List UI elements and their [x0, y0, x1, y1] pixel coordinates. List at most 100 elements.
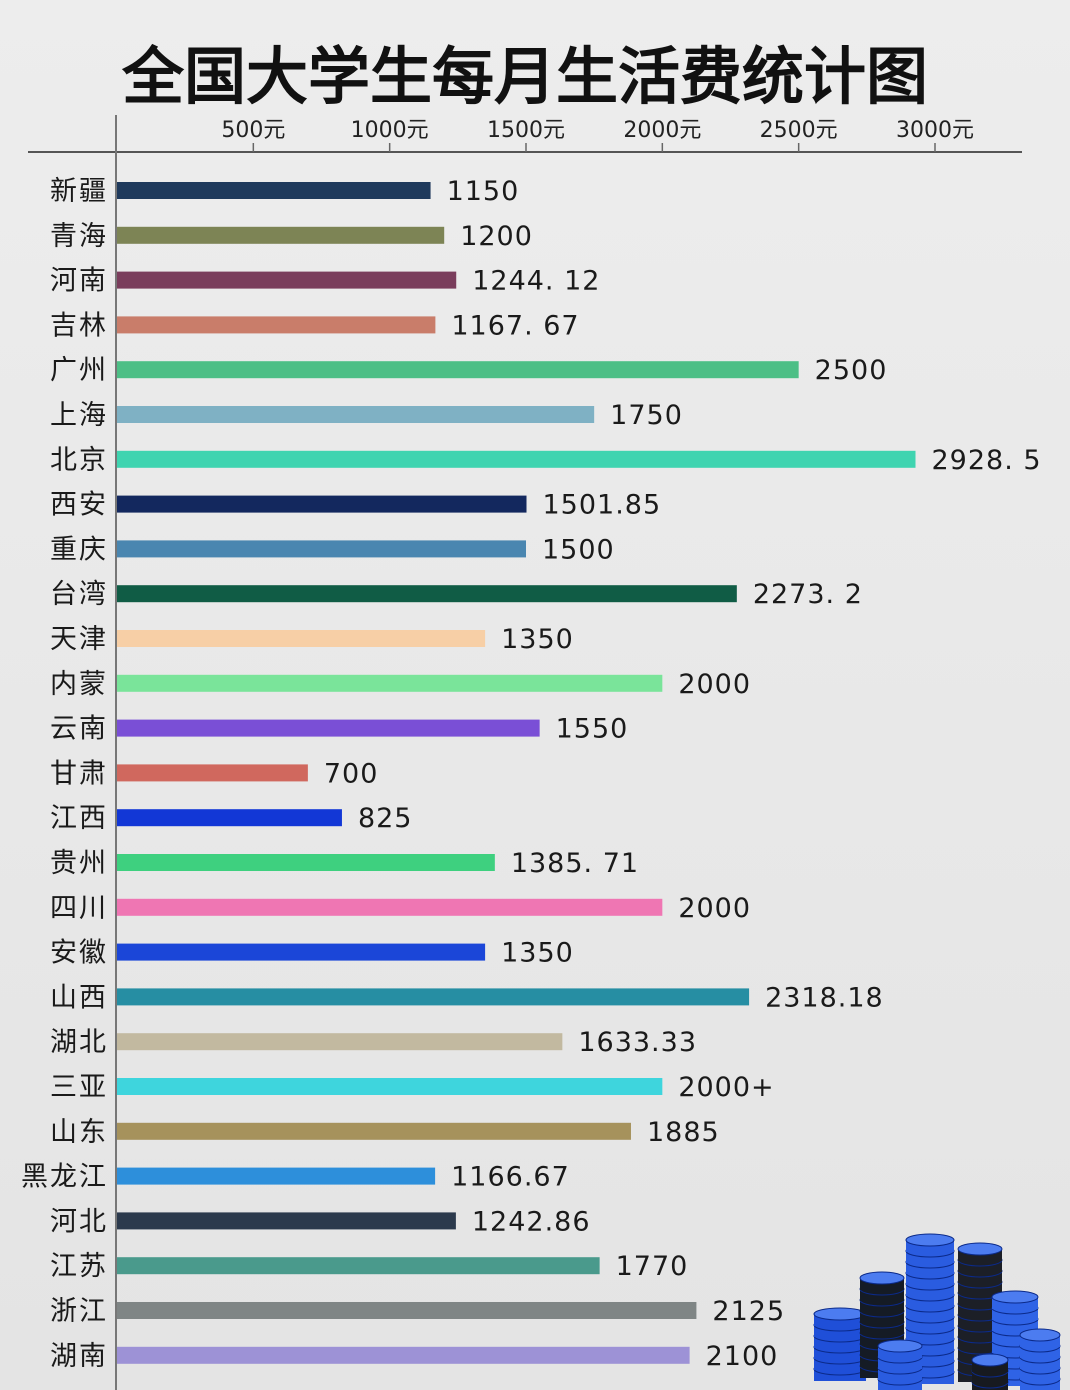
bar	[117, 316, 436, 334]
category-label: 江苏	[50, 1251, 108, 1282]
value-label: 1167. 67	[451, 310, 579, 341]
value-label: 1770	[616, 1251, 689, 1282]
value-label: 1150	[447, 176, 520, 207]
bar	[117, 809, 342, 827]
category-label: 三亚	[50, 1072, 108, 1103]
bar	[117, 898, 663, 916]
coin-top	[877, 1339, 923, 1353]
category-label: 广州	[50, 355, 108, 386]
x-tick-label: 500元	[221, 118, 285, 143]
value-label: 1500	[542, 534, 615, 565]
bar	[117, 271, 457, 289]
value-label: 2000	[678, 669, 751, 700]
category-label: 湖南	[50, 1341, 108, 1372]
coin-top	[957, 1242, 1003, 1256]
bar	[117, 182, 431, 199]
category-label: 河南	[50, 266, 108, 297]
category-label: 内蒙	[50, 669, 108, 700]
value-label: 1750	[610, 400, 683, 431]
category-label: 上海	[50, 400, 108, 431]
value-label: 825	[358, 803, 413, 834]
value-label: 1633.33	[578, 1027, 697, 1058]
value-label: 1244. 12	[472, 266, 600, 297]
category-label: 吉林	[50, 310, 108, 341]
category-label: 新疆	[50, 176, 108, 207]
bar	[117, 764, 308, 782]
x-ticks: 500元 1000元 1500元 2000元 2500元 3000元	[221, 118, 974, 152]
value-label: 2100	[706, 1341, 779, 1372]
value-label: 1385. 71	[511, 848, 639, 879]
bar	[117, 540, 526, 558]
bar	[117, 450, 916, 468]
category-label: 安徽	[50, 938, 108, 969]
bar	[117, 1212, 456, 1230]
category-label: 河北	[50, 1206, 108, 1237]
x-tick-label: 2500元	[760, 118, 838, 143]
coin-top	[905, 1233, 955, 1247]
category-label: 江西	[50, 803, 108, 834]
value-label: 1501.85	[543, 490, 662, 521]
category-label: 浙江	[50, 1296, 108, 1327]
value-label: 1242.86	[472, 1206, 591, 1237]
value-label: 2318.18	[765, 982, 884, 1013]
bar	[117, 630, 486, 647]
bar	[117, 943, 486, 961]
bar	[117, 495, 527, 513]
category-label: 台湾	[50, 579, 108, 610]
bars	[117, 182, 916, 1364]
category-label: 湖北	[50, 1027, 108, 1058]
category-label: 西安	[50, 490, 108, 521]
category-label: 山西	[50, 982, 108, 1013]
bar	[117, 406, 595, 423]
bar	[117, 226, 445, 244]
bar	[117, 1122, 631, 1140]
bar	[117, 1346, 690, 1364]
category-label: 贵州	[50, 848, 108, 879]
value-label: 1350	[501, 624, 574, 655]
value-label: 2125	[712, 1296, 785, 1327]
value-label: 2928. 5	[932, 445, 1042, 476]
bar	[117, 674, 663, 692]
bar	[117, 1167, 436, 1185]
value-label: 1550	[556, 714, 629, 745]
coin-top	[813, 1307, 867, 1321]
coin-top	[991, 1290, 1039, 1304]
value-label: 2000+	[678, 1072, 774, 1103]
bar	[117, 1033, 563, 1051]
value-label: 2273. 2	[753, 579, 863, 610]
coin-top	[1019, 1328, 1061, 1342]
category-label: 云南	[50, 714, 108, 745]
category-label: 重庆	[50, 534, 108, 565]
coin-top	[971, 1353, 1009, 1367]
category-label: 四川	[50, 893, 108, 924]
x-tick-label: 2000元	[623, 118, 701, 143]
category-label: 北京	[50, 445, 108, 476]
coin-top	[859, 1271, 905, 1285]
value-label: 2500	[815, 355, 888, 386]
category-label: 甘肃	[50, 758, 108, 789]
value-label: 1350	[501, 938, 574, 969]
value-label: 1200	[460, 221, 533, 252]
value-labels: 1150 1200 1244. 12 1167. 67 2500 1750 2928. 5 1…	[324, 176, 1042, 1372]
bar	[117, 988, 750, 1006]
x-tick-label: 1000元	[351, 118, 429, 143]
bar	[117, 719, 540, 737]
bar	[117, 1302, 697, 1319]
category-label: 山东	[50, 1117, 108, 1148]
value-label: 1166.67	[451, 1162, 570, 1193]
blue-coin-stacks-icon	[813, 1233, 1061, 1390]
category-label: 天津	[50, 624, 108, 655]
category-label: 黑龙江	[21, 1162, 108, 1193]
axes	[28, 115, 1022, 1390]
bar	[117, 361, 799, 379]
value-label: 2000	[678, 893, 751, 924]
x-tick-label: 1500元	[487, 118, 565, 143]
bar	[117, 585, 737, 603]
value-label: 1885	[647, 1117, 720, 1148]
bar	[117, 1078, 663, 1095]
bar	[117, 1257, 600, 1275]
value-label: 700	[324, 758, 379, 789]
x-tick-label: 3000元	[896, 118, 974, 143]
chart-title: 全国大学生每月生活费统计图	[121, 40, 928, 113]
